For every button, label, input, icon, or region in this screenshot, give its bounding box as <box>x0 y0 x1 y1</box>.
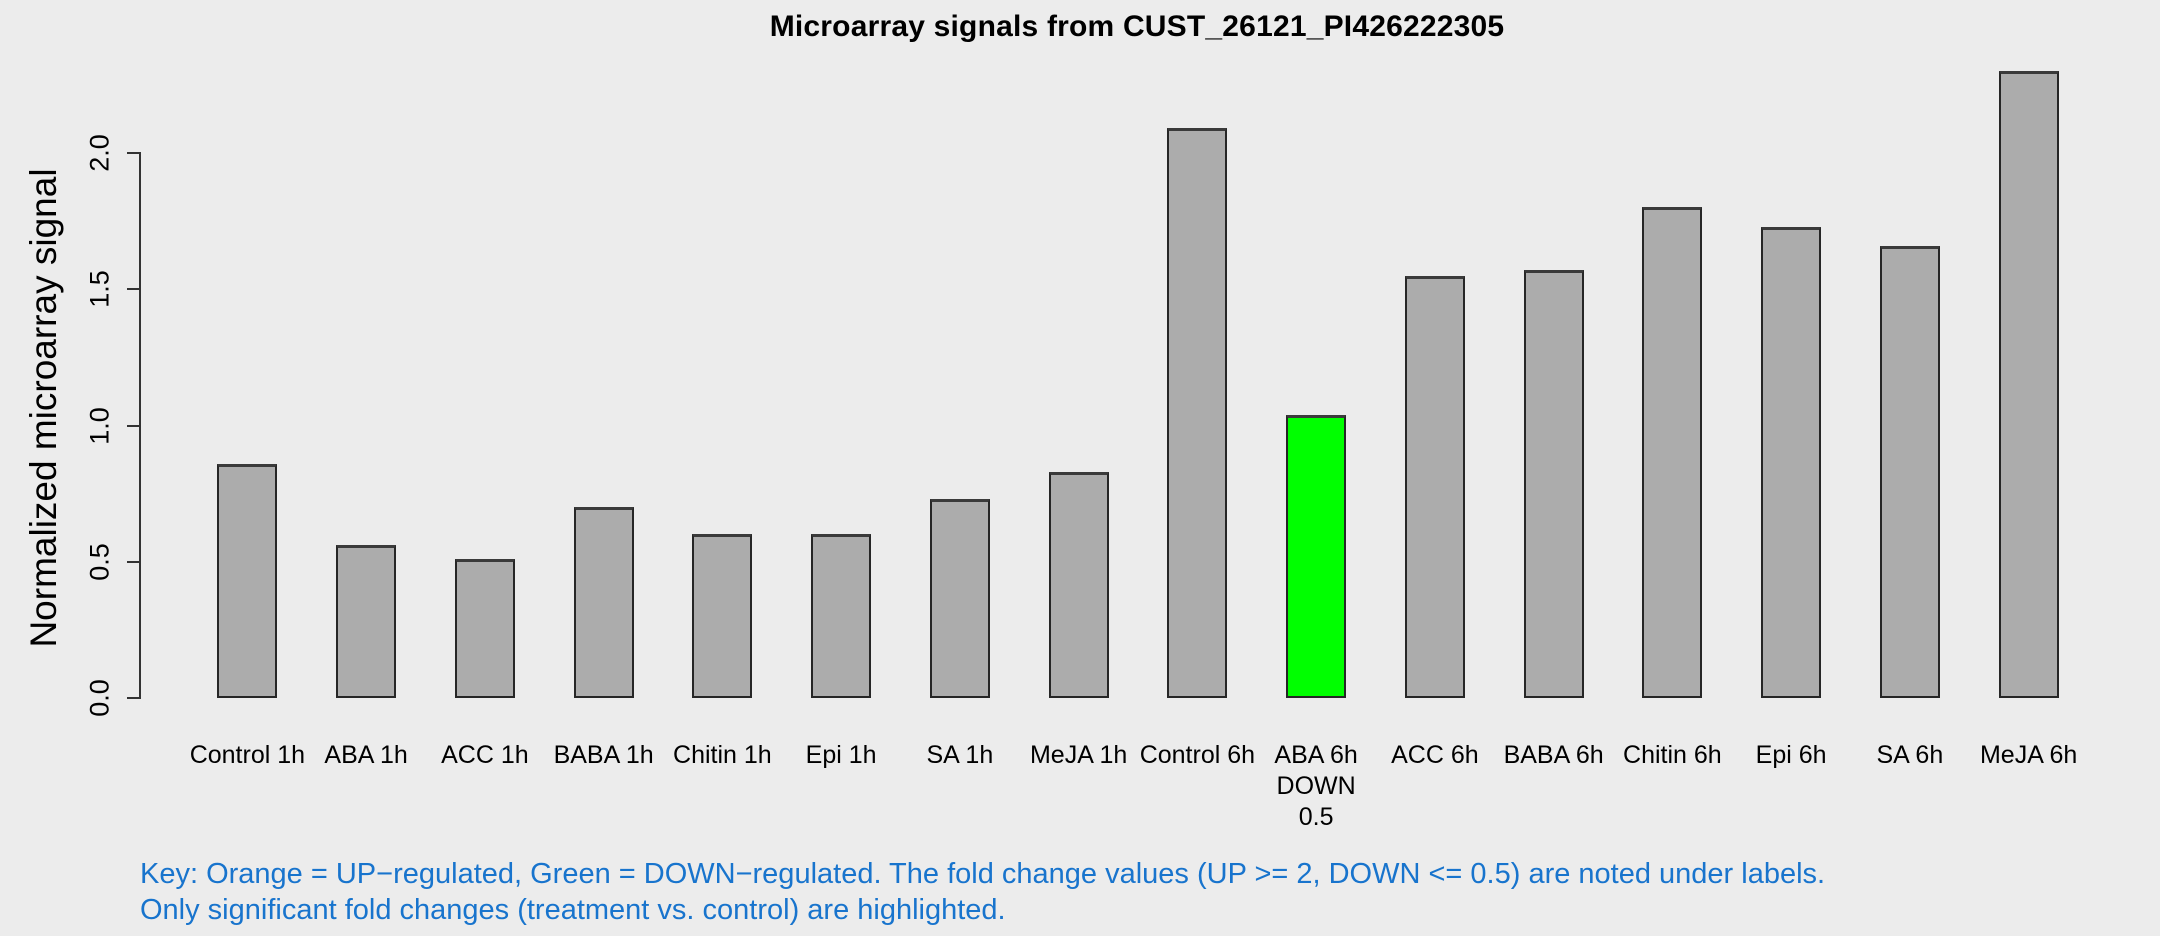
y-axis-label: Normalized microarray signal <box>23 168 64 648</box>
chart-title: Microarray signals from CUST_26121_PI426… <box>769 10 1505 43</box>
x-label-line: MeJA 6h <box>1979 741 2078 769</box>
bar-aba-6h <box>1286 415 1347 698</box>
x-label-line: Epi 6h <box>1755 741 1827 769</box>
bar-slot-chitin-6h <box>1613 58 1732 698</box>
x-label-baba-6h: BABA 6h <box>1494 740 1613 833</box>
x-label-epi-6h: Epi 6h <box>1732 740 1851 833</box>
x-label-line: Control 6h <box>1139 741 1256 769</box>
x-label-line: Chitin 6h <box>1623 741 1722 769</box>
x-label-acc-1h: ACC 1h <box>426 740 545 833</box>
y-tick-label-0.5: 0.5 <box>84 542 115 581</box>
bar-acc-6h <box>1404 276 1465 698</box>
x-label-line: 0.5 <box>1298 803 1334 831</box>
x-label-line: BABA 6h <box>1503 741 1604 769</box>
bar-slot-control-6h <box>1138 58 1257 698</box>
bar-slot-epi-1h <box>782 58 901 698</box>
x-label-line: ABA 6h <box>1274 741 1358 769</box>
y-tick-label-1.0: 1.0 <box>84 406 115 445</box>
x-label-control-6h: Control 6h <box>1138 740 1257 833</box>
bar-slot-sa-6h <box>1851 58 1970 698</box>
bar-meja-6h <box>1998 71 2059 698</box>
bar-sa-1h <box>929 499 990 698</box>
y-tick-2.0 <box>127 152 140 154</box>
bar-slot-sa-1h <box>901 58 1020 698</box>
key-note-line1: Key: Orange = UP−regulated, Green = DOWN… <box>140 858 1826 890</box>
bar-slot-baba-1h <box>544 58 663 698</box>
x-label-baba-1h: BABA 1h <box>544 740 663 833</box>
x-label-line: ACC 1h <box>441 741 529 769</box>
y-tick-1.5 <box>127 288 140 291</box>
x-label-line: ACC 6h <box>1391 741 1479 769</box>
bar-acc-1h <box>454 559 515 698</box>
x-label-meja-1h: MeJA 1h <box>1019 740 1138 833</box>
bar-chitin-6h <box>1642 207 1703 698</box>
x-label-chitin-1h: Chitin 1h <box>663 740 782 833</box>
bar-sa-6h <box>1879 246 1940 698</box>
bar-slot-acc-1h <box>426 58 545 698</box>
bar-control-1h <box>217 464 278 698</box>
bar-slot-aba-1h <box>307 58 426 698</box>
bar-slot-meja-1h <box>1019 58 1138 698</box>
x-label-aba-1h: ABA 1h <box>307 740 426 833</box>
bar-slot-acc-6h <box>1376 58 1495 698</box>
y-tick-label-2.0: 2.0 <box>84 134 115 172</box>
bar-area <box>188 58 2088 698</box>
x-label-sa-6h: SA 6h <box>1851 740 1970 833</box>
y-tick-0.0 <box>127 697 140 699</box>
x-label-line: ABA 1h <box>324 741 408 769</box>
bar-slot-baba-6h <box>1494 58 1613 698</box>
x-label-line: Control 1h <box>189 741 306 769</box>
y-tick-label-1.5: 1.5 <box>84 270 115 309</box>
bar-slot-chitin-1h <box>663 58 782 698</box>
x-label-chitin-6h: Chitin 6h <box>1613 740 1732 833</box>
bar-epi-6h <box>1761 227 1822 698</box>
x-label-line: BABA 1h <box>553 741 654 769</box>
bar-baba-1h <box>573 507 634 698</box>
bar-slot-meja-6h <box>1969 58 2088 698</box>
x-label-line: SA 1h <box>926 741 994 769</box>
x-label-control-1h: Control 1h <box>188 740 307 833</box>
y-axis <box>139 152 141 699</box>
x-label-sa-1h: SA 1h <box>901 740 1020 833</box>
bar-meja-1h <box>1048 472 1109 698</box>
bar-epi-1h <box>811 534 872 698</box>
bar-control-6h <box>1167 128 1228 698</box>
x-label-line: DOWN <box>1276 772 1356 800</box>
key-note: Key: Orange = UP−regulated, Green = DOWN… <box>140 856 1825 928</box>
key-note-line2: Only significant fold changes (treatment… <box>140 894 1006 926</box>
bar-aba-1h <box>336 545 397 698</box>
bar-slot-epi-6h <box>1732 58 1851 698</box>
x-label-line: Epi 1h <box>805 741 877 769</box>
x-axis-labels: Control 1h ABA 1h ACC 1h BABA 1h Chitin 1h Ep… <box>188 740 2088 833</box>
x-label-epi-1h: Epi 1h <box>782 740 901 833</box>
x-label-meja-6h: MeJA 6h <box>1969 740 2088 833</box>
bar-slot-control-1h <box>188 58 307 698</box>
y-tick-label-0.0: 0.0 <box>84 679 115 717</box>
y-tick-1.0 <box>127 424 140 427</box>
y-tick-0.5 <box>127 560 140 563</box>
x-label-line: Chitin 1h <box>673 741 772 769</box>
x-label-line: MeJA 1h <box>1029 741 1128 769</box>
x-label-line: SA 6h <box>1876 741 1944 769</box>
bar-slot-aba-6h <box>1257 58 1376 698</box>
x-label-acc-6h: ACC 6h <box>1376 740 1495 833</box>
bar-baba-6h <box>1523 270 1584 698</box>
bar-chitin-1h <box>692 534 753 698</box>
x-label-aba-6h: ABA 6h DOWN 0.5 <box>1257 740 1376 833</box>
